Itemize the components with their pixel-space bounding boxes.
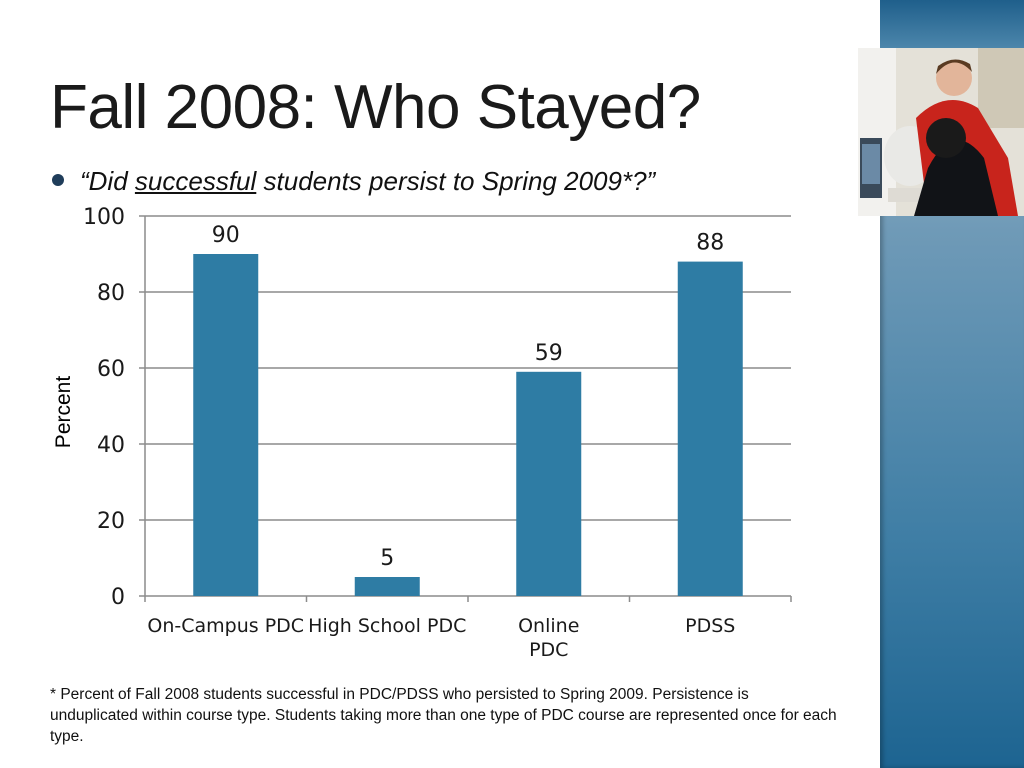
- category-label-line-0-0: On-Campus PDC: [147, 615, 304, 637]
- persistence-bar-chart: 0 20 40 60 80 100 90 On-Campus PDC 5 High School …: [52, 205, 792, 661]
- y-tick-label-5: 100: [83, 205, 125, 230]
- y-axis-title: Percent: [52, 376, 75, 449]
- y-tick-label-0: 0: [111, 585, 125, 610]
- data-label-2: 59: [535, 341, 563, 366]
- decorative-side-bar-top: [880, 0, 1024, 48]
- bar-2: [516, 371, 582, 596]
- category-label-line-3-0: PDSS: [685, 615, 735, 637]
- data-label-0: 90: [212, 223, 240, 248]
- category-label-line-2-0: Online: [518, 615, 579, 637]
- category-label-2: Online PDC: [518, 615, 579, 661]
- data-label-1: 5: [380, 546, 394, 571]
- bar-0: [193, 254, 259, 596]
- category-label-line-2-1: PDC: [529, 639, 568, 661]
- question-open: “Did: [80, 166, 135, 196]
- bullet-icon: [52, 174, 64, 187]
- category-label-1: High School PDC: [308, 615, 466, 637]
- category-label-0: On-Campus PDC: [147, 615, 304, 637]
- y-tick-label-3: 60: [97, 357, 125, 382]
- classroom-photo: [858, 48, 1024, 216]
- bar-1: [354, 577, 420, 596]
- footnote: * Percent of Fall 2008 students successf…: [50, 686, 837, 745]
- category-label-line-1-0: High School PDC: [308, 615, 466, 637]
- bar-3: [677, 261, 743, 596]
- y-tick-label-2: 40: [97, 433, 125, 458]
- slide-title: Fall 2008: Who Stayed?: [50, 73, 701, 142]
- y-tick-label-1: 20: [97, 509, 125, 534]
- classroom-photo-graphic: [858, 48, 1024, 216]
- question-emphasis: successful: [134, 166, 257, 196]
- bullet-question: “Did successful students persist to Spri…: [52, 166, 655, 197]
- category-label-3: PDSS: [685, 615, 735, 637]
- data-label-3: 88: [696, 231, 724, 256]
- y-tick-label-4: 80: [97, 281, 125, 306]
- question-rest: students persist to Spring 2009*?”: [256, 166, 656, 196]
